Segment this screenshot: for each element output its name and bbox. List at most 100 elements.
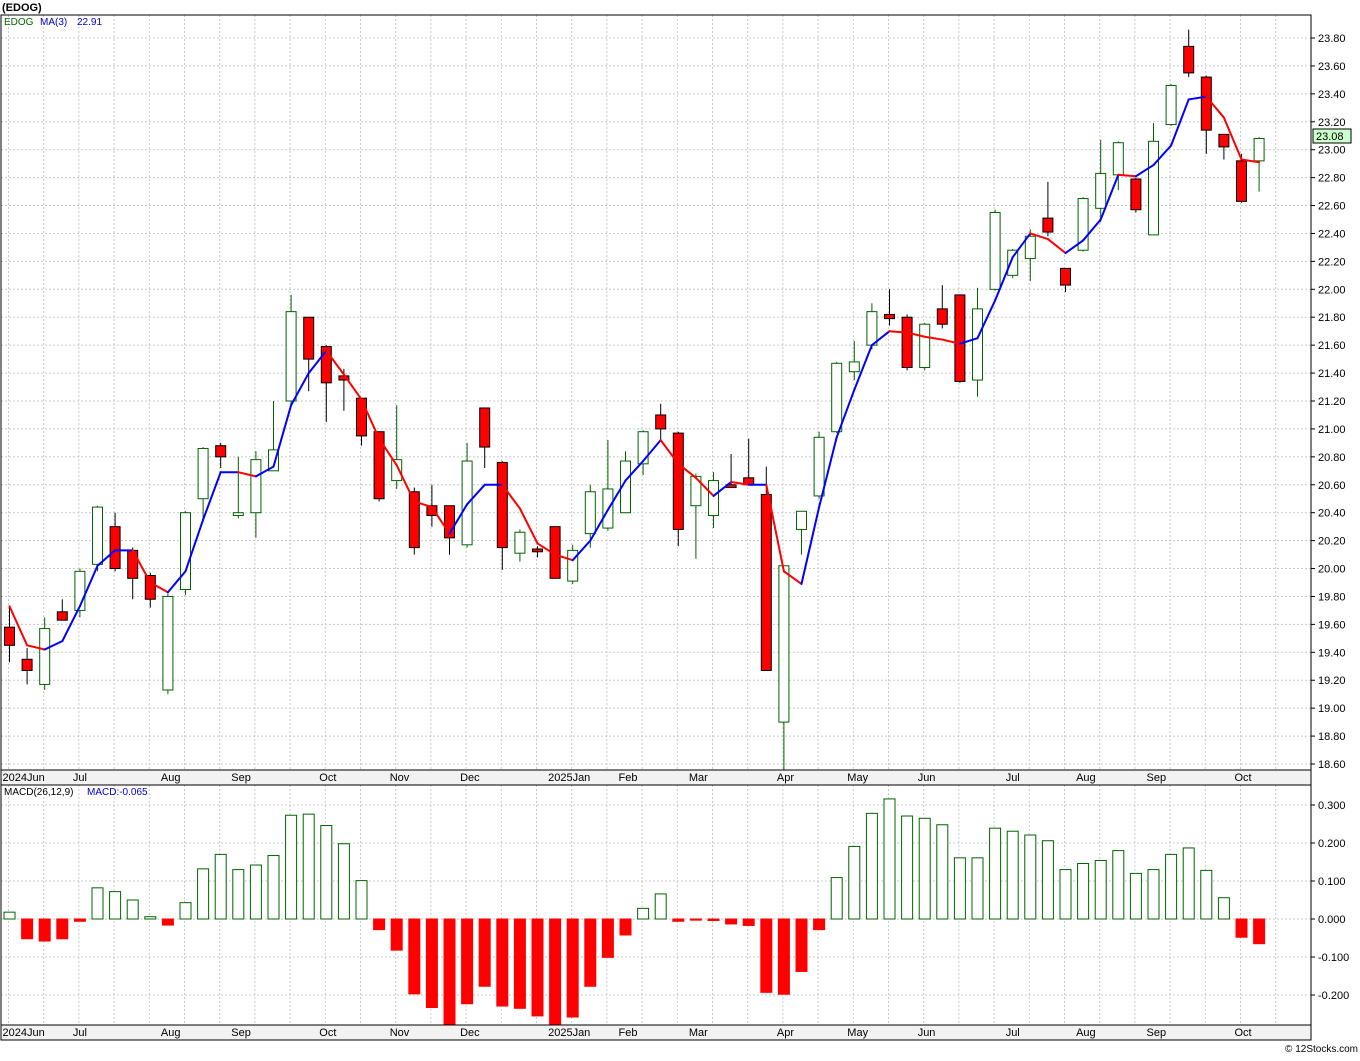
price-xtick-label: Nov	[390, 772, 410, 784]
candle	[936, 285, 948, 329]
macd-xtick-label: Oct	[319, 1027, 336, 1039]
price-ytick-label: 19.80	[1318, 591, 1346, 603]
ma-line-segment	[448, 503, 469, 535]
ma-line-segment	[571, 539, 592, 562]
macd-bar	[3, 911, 16, 920]
candle-body	[1183, 45, 1195, 74]
price-ytick-label: 23.00	[1318, 145, 1346, 157]
price-ytick-label: 20.20	[1318, 536, 1346, 548]
macd-bar	[830, 877, 843, 920]
candle-body	[848, 361, 860, 373]
price-xtick-label: Aug	[1076, 772, 1096, 784]
ma-line-segment	[1082, 218, 1102, 242]
candle	[320, 345, 332, 422]
price-ytick-label: 19.20	[1318, 675, 1346, 687]
macd-bar	[408, 918, 421, 995]
candle-body	[1060, 267, 1071, 286]
ma-line-segment	[61, 605, 81, 643]
ma-line-segment	[413, 500, 433, 509]
candle	[180, 511, 191, 596]
ma-line-segment	[325, 349, 345, 376]
ma-line-segment	[1222, 116, 1243, 161]
ma-line-segment	[378, 437, 398, 467]
macd-bar	[601, 918, 614, 958]
legend-ma-value: 22.91	[77, 17, 102, 28]
macd-xtick-label: 2024Jun	[3, 1027, 45, 1039]
macd-bar	[197, 868, 210, 920]
ma-line-segment	[360, 398, 381, 440]
price-ytick-label: 19.60	[1318, 619, 1346, 631]
candle-body	[479, 407, 491, 448]
macd-bar	[1041, 840, 1054, 920]
macd-bar	[883, 798, 896, 920]
candle	[514, 529, 526, 562]
candle	[496, 461, 508, 570]
price-ytick-label: 18.60	[1318, 759, 1346, 771]
candle	[1165, 84, 1177, 126]
ma-line-segment	[1064, 239, 1085, 255]
ma-line-segment	[835, 388, 856, 439]
ma-line-segment	[184, 518, 205, 573]
price-ytick-label: 20.60	[1318, 480, 1346, 492]
macd-bar	[73, 918, 86, 922]
macd-ytick-label: 0.200	[1318, 838, 1346, 850]
price-xtick-label: Oct	[319, 772, 336, 784]
candle	[162, 593, 174, 695]
macd-xtick-label: May	[847, 1027, 868, 1039]
candle-body	[250, 459, 262, 514]
macd-bar	[848, 845, 861, 920]
price-ytick-label: 22.20	[1318, 256, 1346, 268]
macd-bar	[355, 880, 368, 920]
candle	[268, 401, 279, 472]
macd-bar	[865, 812, 878, 920]
ma-line-segment	[1205, 95, 1225, 119]
candle-body	[1130, 178, 1142, 211]
price-xtick-label: Sep	[1147, 772, 1167, 784]
candle	[1007, 248, 1019, 279]
candle	[532, 546, 543, 558]
macd-bar	[337, 843, 350, 920]
ma-line-segment	[8, 605, 29, 647]
ma-line-segment	[606, 479, 627, 511]
price-xtick-label: Dec	[460, 772, 480, 784]
price-ytick-label: 22.40	[1318, 228, 1346, 240]
candle	[303, 316, 315, 392]
macd-bar	[953, 857, 966, 920]
macd-bar	[566, 918, 579, 1018]
ma-line-segment	[96, 549, 117, 567]
ma-line-segment	[906, 331, 926, 338]
price-xtick-label: Aug	[161, 772, 181, 784]
candle-body	[39, 628, 51, 685]
candle	[250, 451, 262, 538]
candle	[655, 403, 667, 442]
candle-body	[831, 362, 843, 433]
candle-body	[391, 459, 403, 482]
ma-line-segment	[202, 471, 222, 521]
ma-line-segment	[342, 373, 363, 401]
candle	[901, 314, 913, 371]
ma-line-segment	[395, 464, 416, 503]
price-xtick-label: Feb	[619, 772, 638, 784]
macd-bar	[1200, 869, 1213, 920]
price-ytick-label: 21.60	[1318, 340, 1346, 352]
macd-bar	[1094, 859, 1107, 920]
candle-body	[320, 346, 332, 384]
candle-body	[21, 658, 33, 671]
ma-line-segment	[149, 581, 169, 594]
candle-body	[1112, 142, 1124, 176]
ma-line-segment	[26, 644, 46, 651]
macd-ytick-label: 0.100	[1318, 876, 1346, 888]
ma-line-segment	[1099, 173, 1120, 221]
candle-body	[866, 311, 878, 346]
candle	[92, 505, 103, 572]
price-ytick-label: 21.80	[1318, 312, 1346, 324]
price-xtick-label: Mar	[689, 772, 708, 784]
candle	[1042, 181, 1054, 237]
candle	[1060, 267, 1071, 293]
candle-body	[1042, 217, 1054, 233]
candle	[796, 510, 807, 555]
candle-body	[180, 512, 191, 590]
candle	[884, 289, 895, 326]
